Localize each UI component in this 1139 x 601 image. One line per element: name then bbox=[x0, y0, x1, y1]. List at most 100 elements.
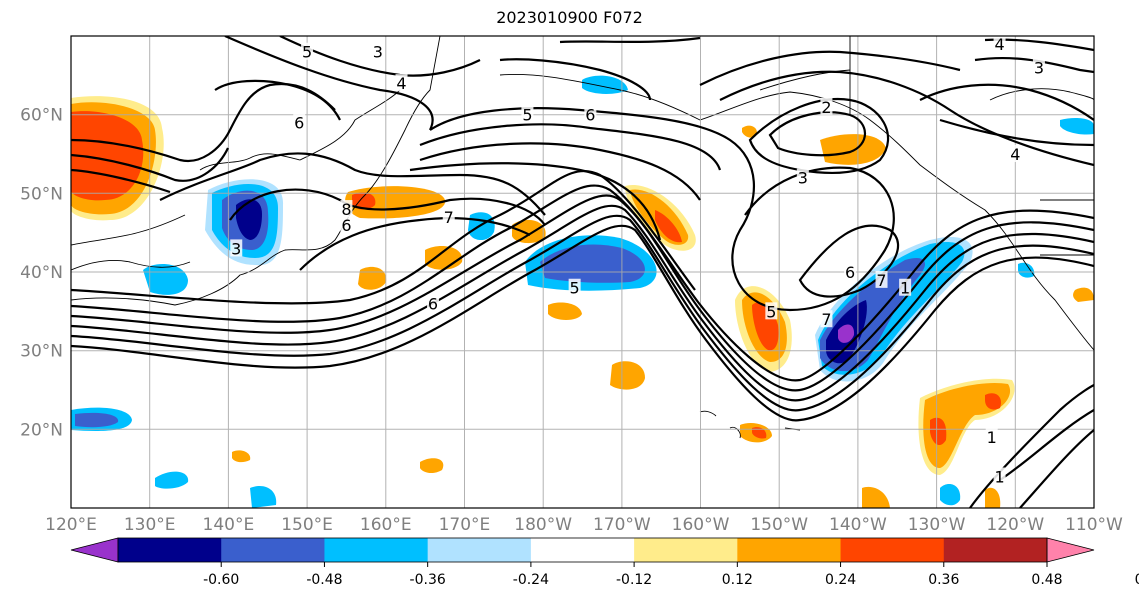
contour-label-bg bbox=[985, 428, 998, 446]
lon-tick-label: 150°E bbox=[281, 515, 333, 535]
longitude-tick-labels: 120°E 130°E 140°E 150°E 160°E 170°E 180°W 170°W… bbox=[45, 515, 1123, 535]
colorbar-segment bbox=[737, 538, 842, 562]
lon-tick-label: 150°W bbox=[750, 515, 808, 535]
lon-tick-label: 140°W bbox=[829, 515, 887, 535]
colorbar-frame bbox=[117, 537, 1048, 563]
lat-tick-label: 60°N bbox=[20, 106, 63, 126]
colorbar-tick-label: -0.48 bbox=[306, 572, 342, 588]
contour-label-bg bbox=[1032, 58, 1045, 76]
contour-label-bg bbox=[301, 42, 314, 60]
contour-label: 1 bbox=[900, 279, 910, 298]
lon-tick-label: 130°W bbox=[908, 515, 966, 535]
contour-label-bg bbox=[765, 302, 778, 320]
contour-label-bg bbox=[820, 310, 833, 328]
contour-label: 7 bbox=[821, 310, 831, 329]
contour-label: 6 bbox=[294, 114, 304, 133]
colorbar-segment bbox=[118, 538, 222, 562]
latitude-tick-labels: 60°N 50°N 40°N 30°N 20°N bbox=[20, 106, 63, 441]
colorbar-tick-label: 0.48 bbox=[1031, 572, 1062, 588]
lon-tick-label: 170°W bbox=[593, 515, 651, 535]
contour-label: 5 bbox=[522, 106, 532, 125]
contour-label-bg bbox=[371, 42, 384, 60]
contour-label-bg bbox=[993, 36, 1006, 52]
colorbar-extend-min bbox=[70, 537, 119, 563]
contour-label: 6 bbox=[428, 294, 438, 313]
map-gridlines bbox=[71, 36, 1094, 508]
contour-label: 7 bbox=[444, 208, 454, 227]
lat-tick-label: 50°N bbox=[20, 184, 63, 204]
lon-tick-label: 130°E bbox=[124, 515, 176, 535]
colorbar: -0.60 -0.48 -0.36 -0.24 -0.12 0.12 0.24 0.36 0.4… bbox=[70, 537, 1139, 588]
coastlines bbox=[71, 36, 1094, 439]
contour-label-bg bbox=[820, 97, 833, 115]
colorbar-tick-label: -0.36 bbox=[410, 572, 446, 588]
lon-tick-label: 120°E bbox=[45, 515, 97, 535]
colorbar-tick-label: -0.60 bbox=[203, 572, 239, 588]
contour-label-bg bbox=[521, 105, 534, 123]
lon-tick-label: 180°W bbox=[514, 515, 572, 535]
contour-label-bg bbox=[442, 207, 455, 225]
lon-tick-label: 120°W bbox=[986, 515, 1044, 535]
colorbar-tick-label: 0.12 bbox=[722, 572, 753, 588]
contour-label-bg bbox=[844, 263, 857, 280]
colorbar-segment bbox=[427, 538, 532, 562]
height-contours bbox=[71, 36, 1094, 508]
contour-label: 4 bbox=[1010, 145, 1020, 164]
contour-label: 6 bbox=[845, 263, 855, 282]
contour-label-bg bbox=[993, 467, 1006, 485]
contour-label-bg bbox=[395, 74, 408, 92]
colorbar-extend-max bbox=[1046, 537, 1095, 563]
contour-label-bg bbox=[875, 270, 888, 288]
chart-title: 2023010900 F072 bbox=[496, 8, 643, 27]
colorbar-segment bbox=[840, 538, 945, 562]
lat-tick-label: 40°N bbox=[20, 263, 63, 283]
colorbar-segment bbox=[324, 538, 429, 562]
contour-label-bg bbox=[796, 168, 809, 186]
contour-label: 3 bbox=[1034, 58, 1044, 77]
contour-label-bg bbox=[568, 278, 581, 296]
contour-label-bg bbox=[340, 200, 353, 218]
contour-label: 7 bbox=[876, 271, 886, 290]
contour-label: 4 bbox=[396, 74, 406, 93]
lon-tick-label: 140°E bbox=[203, 515, 255, 535]
colorbar-segment bbox=[943, 538, 1048, 562]
contour-label-bg bbox=[230, 239, 243, 257]
contour-label: 6 bbox=[585, 106, 595, 125]
contour-label: 5 bbox=[766, 302, 776, 321]
contour-label-bg bbox=[584, 105, 597, 123]
lon-tick-label: 160°W bbox=[672, 515, 730, 535]
colorbar-segment bbox=[530, 538, 635, 562]
contour-label-bg bbox=[899, 278, 912, 296]
contour-label-bg bbox=[426, 294, 439, 312]
contour-label: 5 bbox=[302, 43, 312, 62]
lon-tick-label: 110°W bbox=[1065, 515, 1123, 535]
colorbar-tick-label: -0.24 bbox=[513, 572, 549, 588]
contour-label: 5 bbox=[570, 279, 580, 298]
colorbar-segment bbox=[634, 538, 738, 562]
map-frame bbox=[70, 35, 1095, 509]
colorbar-tick-label: 0.36 bbox=[928, 572, 959, 588]
colorbar-tick-label: 0.60 bbox=[1135, 572, 1139, 588]
colorbar-tick-label: 0.24 bbox=[825, 572, 856, 588]
colorbar-segment bbox=[221, 538, 325, 562]
lon-tick-label: 170°E bbox=[439, 515, 491, 535]
contour-label-bg bbox=[1009, 145, 1022, 162]
colorbar-tick-label: -0.12 bbox=[616, 572, 652, 588]
contour-label: 6 bbox=[341, 216, 351, 235]
contour-label: 2 bbox=[821, 98, 831, 117]
lon-tick-label: 160°E bbox=[360, 515, 412, 535]
contour-label: 4 bbox=[994, 35, 1004, 54]
lat-tick-label: 20°N bbox=[20, 420, 63, 440]
lat-tick-label: 30°N bbox=[20, 342, 63, 362]
contour-label: 1 bbox=[994, 468, 1004, 487]
contour-label: 1 bbox=[987, 428, 997, 447]
contour-label: 3 bbox=[798, 169, 808, 188]
contour-label: 8 bbox=[341, 200, 351, 219]
contour-label: 3 bbox=[373, 43, 383, 62]
contour-label-bg bbox=[340, 215, 353, 233]
contour-label-bg bbox=[293, 113, 306, 131]
contour-label: 3 bbox=[231, 239, 241, 258]
